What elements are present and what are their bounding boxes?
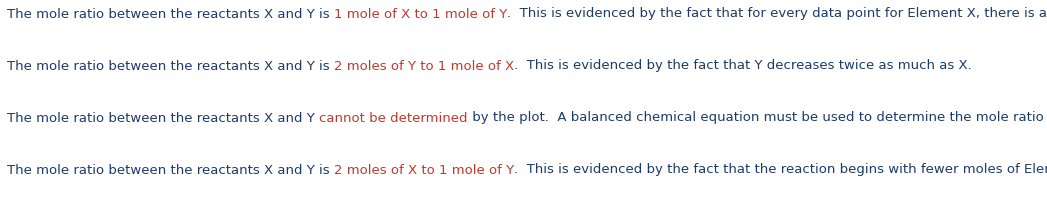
Text: The mole ratio between the reactants X and Y is: The mole ratio between the reactants X a… [7, 163, 334, 177]
Text: .  This is evidenced by the fact that for every data point for Element X, there : . This is evidenced by the fact that for… [507, 7, 1047, 21]
Text: 1 mole of X to 1 mole of Y: 1 mole of X to 1 mole of Y [334, 7, 507, 21]
Text: by the plot.  A balanced chemical equation must be used to determine the mole ra: by the plot. A balanced chemical equatio… [468, 112, 1047, 124]
Text: The mole ratio between the reactants X and Y is: The mole ratio between the reactants X a… [7, 60, 334, 73]
Text: .  This is evidenced by the fact that the reaction begins with fewer moles of El: . This is evidenced by the fact that the… [514, 163, 1047, 177]
Text: cannot be determined: cannot be determined [319, 112, 468, 124]
Text: The mole ratio between the reactants X and Y is: The mole ratio between the reactants X a… [7, 7, 334, 21]
Text: The mole ratio between the reactants X and Y: The mole ratio between the reactants X a… [7, 112, 319, 124]
Text: 2 moles of X to 1 mole of Y: 2 moles of X to 1 mole of Y [334, 163, 514, 177]
Text: 2 moles of Y to 1 mole of X: 2 moles of Y to 1 mole of X [334, 60, 514, 73]
Text: .  This is evidenced by the fact that Y decreases twice as much as X.: . This is evidenced by the fact that Y d… [514, 60, 972, 73]
